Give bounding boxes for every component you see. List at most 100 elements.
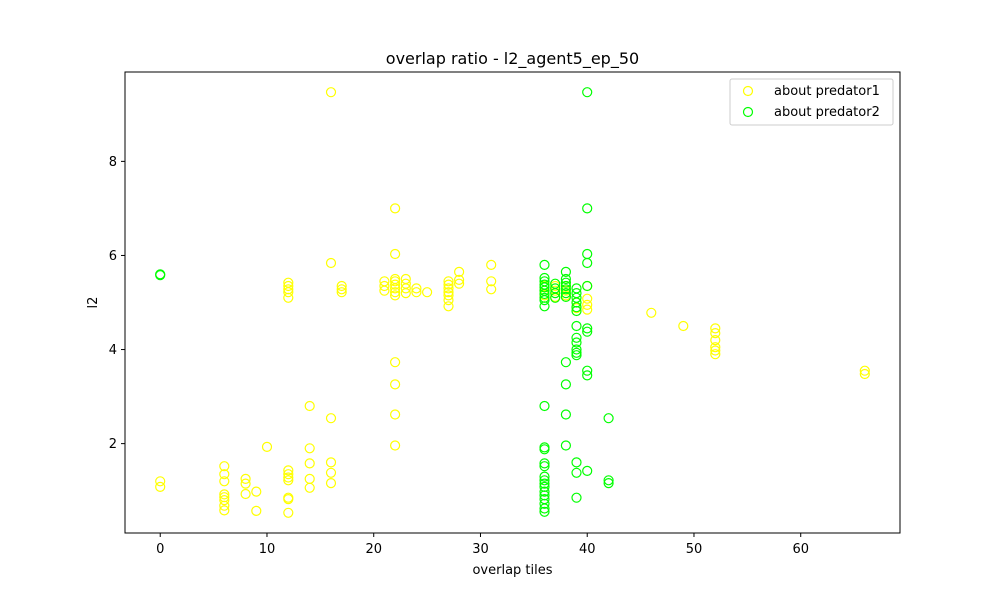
data-point-series-2 xyxy=(603,478,614,489)
data-point-series-1 xyxy=(325,478,337,489)
data-point-series-2 xyxy=(582,365,593,376)
data-point-series-2 xyxy=(539,259,550,270)
data-point-series-1 xyxy=(443,283,454,294)
data-point-series-1 xyxy=(486,259,497,270)
data-point-series-1 xyxy=(486,276,497,287)
legend-marker-predator2 xyxy=(742,106,754,118)
data-point-series-2 xyxy=(539,458,550,469)
data-point-series-1 xyxy=(283,494,294,505)
y-tick-label: 2 xyxy=(109,437,117,452)
data-point-series-1 xyxy=(443,295,454,306)
data-point-series-2 xyxy=(582,326,593,337)
data-point-series-1 xyxy=(304,443,315,454)
x-tick-label: 30 xyxy=(472,542,489,557)
data-point-series-2 xyxy=(582,323,593,334)
data-point-series-1 xyxy=(304,400,315,412)
data-point-series-1 xyxy=(390,203,401,214)
data-point-series-1 xyxy=(582,293,593,304)
data-point-series-1 xyxy=(219,500,230,511)
data-point-series-2 xyxy=(539,444,550,455)
data-point-series-1 xyxy=(304,482,315,493)
data-point-series-1 xyxy=(251,505,262,516)
x-axis-label: overlap tiles xyxy=(472,563,552,578)
data-point-series-2 xyxy=(560,288,572,299)
y-tick-label: 4 xyxy=(109,343,117,358)
data-point-series-1 xyxy=(678,320,689,332)
data-point-series-1 xyxy=(710,328,721,339)
data-point-series-1 xyxy=(710,342,721,353)
data-point-series-2 xyxy=(571,332,582,343)
data-point-series-1 xyxy=(283,469,294,480)
data-point-series-2 xyxy=(603,475,614,486)
y-tick-label: 8 xyxy=(109,155,117,170)
y-axis: 2 4 6 8 xyxy=(109,155,125,452)
x-tick-label: 40 xyxy=(579,542,596,557)
data-point-series-1 xyxy=(486,284,497,295)
data-point-series-2 xyxy=(560,277,572,288)
x-tick-label: 60 xyxy=(792,542,809,557)
data-point-series-2 xyxy=(550,292,561,303)
data-point-series-2 xyxy=(603,413,614,424)
data-point-series-1 xyxy=(390,440,401,451)
data-point-series-2 xyxy=(539,475,550,486)
data-point-series-2 xyxy=(571,350,582,361)
data-point-series-1 xyxy=(325,413,337,424)
data-point-series-1 xyxy=(710,349,721,360)
data-point-series-2 xyxy=(539,282,550,293)
data-point-series-2 xyxy=(571,344,582,355)
data-point-series-1 xyxy=(710,335,721,346)
data-point-series-1 xyxy=(390,287,401,298)
x-tick-label: 10 xyxy=(259,542,276,557)
data-point-series-2 xyxy=(539,498,550,509)
x-tick-label: 50 xyxy=(686,542,703,557)
data-point-series-2 xyxy=(571,457,582,468)
data-point-series-2 xyxy=(539,478,550,489)
data-point-series-1 xyxy=(379,280,390,292)
data-point-series-1 xyxy=(390,409,401,420)
data-point-series-2 xyxy=(571,347,582,358)
data-point-series-1 xyxy=(390,290,401,301)
data-point-series-1 xyxy=(710,323,721,334)
data-point-series-1 xyxy=(240,488,251,500)
data-point-series-1 xyxy=(155,481,166,492)
data-point-series-1 xyxy=(219,495,230,506)
data-point-series-2 xyxy=(571,492,582,503)
data-point-series-2 xyxy=(571,302,582,313)
data-point-series-2 xyxy=(582,280,593,292)
data-point-series-2 xyxy=(560,357,572,368)
legend-label-predator2: about predator2 xyxy=(774,105,880,120)
data-point-series-1 xyxy=(443,279,454,290)
data-point-series-2 xyxy=(571,467,582,478)
data-point-series-2 xyxy=(560,273,572,285)
y-axis-label: l2 xyxy=(86,297,101,309)
data-point-series-1 xyxy=(283,507,294,518)
data-point-series-1 xyxy=(710,345,721,356)
data-point-series-2 xyxy=(539,490,550,501)
data-point-series-1 xyxy=(390,379,401,390)
data-point-series-1 xyxy=(443,290,454,301)
data-point-series-1 xyxy=(219,489,230,500)
points-layer xyxy=(155,87,870,518)
data-point-series-1 xyxy=(304,458,315,469)
data-point-series-1 xyxy=(859,365,870,376)
data-point-series-2 xyxy=(539,301,550,312)
data-point-series-1 xyxy=(283,472,294,483)
data-point-series-1 xyxy=(283,280,294,292)
data-point-series-2 xyxy=(155,270,166,281)
data-point-series-2 xyxy=(560,440,572,451)
data-point-series-2 xyxy=(560,280,572,292)
x-axis: 0 10 20 30 40 50 60 xyxy=(156,533,809,557)
data-point-series-2 xyxy=(560,409,572,420)
data-point-series-1 xyxy=(390,248,401,260)
data-point-series-1 xyxy=(454,278,465,289)
data-point-series-1 xyxy=(219,461,230,472)
data-point-series-1 xyxy=(283,287,294,298)
data-point-series-1 xyxy=(336,287,347,298)
data-point-series-2 xyxy=(571,305,582,317)
data-point-series-2 xyxy=(539,295,550,306)
data-point-series-1 xyxy=(219,469,230,480)
data-point-series-2 xyxy=(539,461,550,472)
data-point-series-2 xyxy=(582,465,593,476)
chart-title: overlap ratio - l2_agent5_ep_50 xyxy=(386,49,639,69)
